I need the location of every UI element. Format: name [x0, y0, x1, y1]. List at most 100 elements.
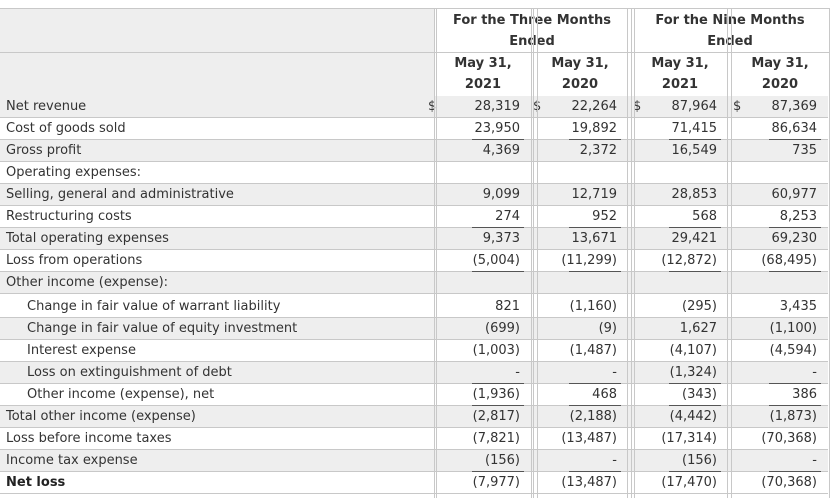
- value-cell: (295): [682, 299, 717, 314]
- value-cell: 1,627: [679, 321, 717, 336]
- value-cell: 4,369: [482, 143, 520, 158]
- subtotal-underline: [669, 383, 721, 384]
- row-label: Interest expense: [27, 343, 136, 358]
- row-label: Income tax expense: [6, 453, 138, 468]
- table-row: Loss on extinguishment of debt - - (1,324) -: [0, 362, 828, 384]
- value-cell: (4,442): [669, 409, 717, 424]
- row-divider: [0, 427, 828, 428]
- value-cell: (1,324): [669, 365, 717, 380]
- table-row: Total other income (expense) (2,817) (2,18…: [0, 406, 828, 428]
- row-label: Total other income (expense): [6, 409, 196, 424]
- row-divider: [0, 205, 828, 206]
- value-cell: (156): [682, 453, 717, 468]
- table-row: Restructuring costs 274 952 568 8,253: [0, 206, 828, 228]
- row-label: Other income (expense), net: [27, 387, 215, 402]
- row-label: Change in fair value of equity investmen…: [27, 321, 298, 336]
- row-label: Restructuring costs: [6, 209, 132, 224]
- subtotal-underline: [669, 227, 721, 228]
- period-label: May 31,: [651, 56, 709, 71]
- table-row: Net loss (7,977) (13,487) (17,470) (70,368): [0, 472, 828, 494]
- value-cell: 19,892: [571, 121, 618, 136]
- value-cell: (1,160): [569, 299, 617, 314]
- row-divider: [0, 139, 828, 140]
- value-cell: -: [812, 365, 817, 380]
- subtotal-underline: [669, 471, 721, 472]
- value-cell: 87,964: [671, 99, 718, 114]
- value-cell: -: [612, 453, 617, 468]
- value-cell: (11,299): [561, 253, 617, 268]
- table-row: Loss from operations (5,004) (11,299) (12,8…: [0, 250, 828, 272]
- value-cell: (1,100): [769, 321, 817, 336]
- value-cell: (1,936): [472, 387, 520, 402]
- table-row: Other income (expense):: [0, 272, 828, 294]
- row-divider: [0, 339, 828, 340]
- value-cell: 13,671: [571, 231, 618, 246]
- row-divider: [0, 117, 828, 118]
- column-divider: [634, 8, 635, 498]
- subtotal-underline: [769, 227, 821, 228]
- value-cell: (156): [485, 453, 520, 468]
- row-label: Selling, general and administrative: [6, 187, 234, 202]
- column-divider: [531, 8, 532, 498]
- table-row: Selling, general and administrative 9,099…: [0, 184, 828, 206]
- value-cell: 69,230: [771, 231, 818, 246]
- row-label: Loss from operations: [6, 253, 143, 268]
- row-divider: [0, 405, 828, 406]
- currency-symbol: $: [733, 99, 742, 114]
- subtotal-underline: [472, 271, 524, 272]
- value-cell: (4,107): [669, 343, 717, 358]
- value-cell: (4,594): [769, 343, 817, 358]
- value-cell: -: [812, 453, 817, 468]
- period-label: May 31,: [751, 56, 809, 71]
- value-cell: 386: [792, 387, 817, 402]
- row-label: Net loss: [6, 475, 66, 490]
- table-row: Change in fair value of equity investmen…: [0, 318, 828, 340]
- subtotal-underline: [769, 139, 821, 140]
- table-row: Change in fair value of warrant liabilit…: [0, 296, 828, 318]
- period-year: 2020: [561, 77, 599, 92]
- value-cell: 952: [592, 209, 617, 224]
- table-row: Operating expenses:: [0, 162, 828, 184]
- table-row: Other income (expense), net (1,936) 468 (34…: [0, 384, 828, 406]
- currency-symbol: $: [428, 99, 437, 114]
- period-label: May 31,: [551, 56, 609, 71]
- subtotal-underline: [669, 139, 721, 140]
- subtotal-underline: [472, 139, 524, 140]
- row-label: Other income (expense):: [6, 275, 169, 290]
- row-label: Net revenue: [6, 99, 87, 114]
- row-label: Loss before income taxes: [6, 431, 172, 446]
- value-cell: 71,415: [671, 121, 718, 136]
- table-row: Interest expense (1,003) (1,487) (4,107) (4,…: [0, 340, 828, 362]
- header-divider: [434, 52, 830, 53]
- row-divider: [0, 161, 828, 162]
- value-cell: -: [612, 365, 617, 380]
- header-divider: [0, 52, 436, 53]
- column-divider: [727, 8, 728, 498]
- column-divider: [436, 8, 437, 498]
- subtotal-underline: [472, 471, 524, 472]
- row-divider: [0, 271, 828, 272]
- value-cell: (1,003): [472, 343, 520, 358]
- value-cell: 821: [495, 299, 520, 314]
- value-cell: (17,470): [661, 475, 717, 490]
- row-divider: [0, 471, 828, 472]
- subtotal-underline: [569, 471, 621, 472]
- subtotal-underline: [472, 405, 524, 406]
- subtotal-underline: [669, 271, 721, 272]
- value-cell: (17,314): [661, 431, 717, 446]
- value-cell: 274: [495, 209, 520, 224]
- period-year: 2021: [661, 77, 699, 92]
- table-row: Cost of goods sold 23,950 19,892 71,415 86,6…: [0, 118, 828, 140]
- value-cell: 468: [592, 387, 617, 402]
- row-label: Change in fair value of warrant liabilit…: [27, 299, 281, 314]
- value-cell: (2,188): [569, 409, 617, 424]
- period-year: 2021: [464, 77, 502, 92]
- row-divider: [0, 449, 828, 450]
- subtotal-underline: [769, 471, 821, 472]
- value-cell: (13,487): [561, 431, 617, 446]
- value-cell: (699): [485, 321, 520, 336]
- column-divider: [631, 8, 632, 498]
- row-label: Loss on extinguishment of debt: [27, 365, 232, 380]
- value-cell: -: [515, 365, 520, 380]
